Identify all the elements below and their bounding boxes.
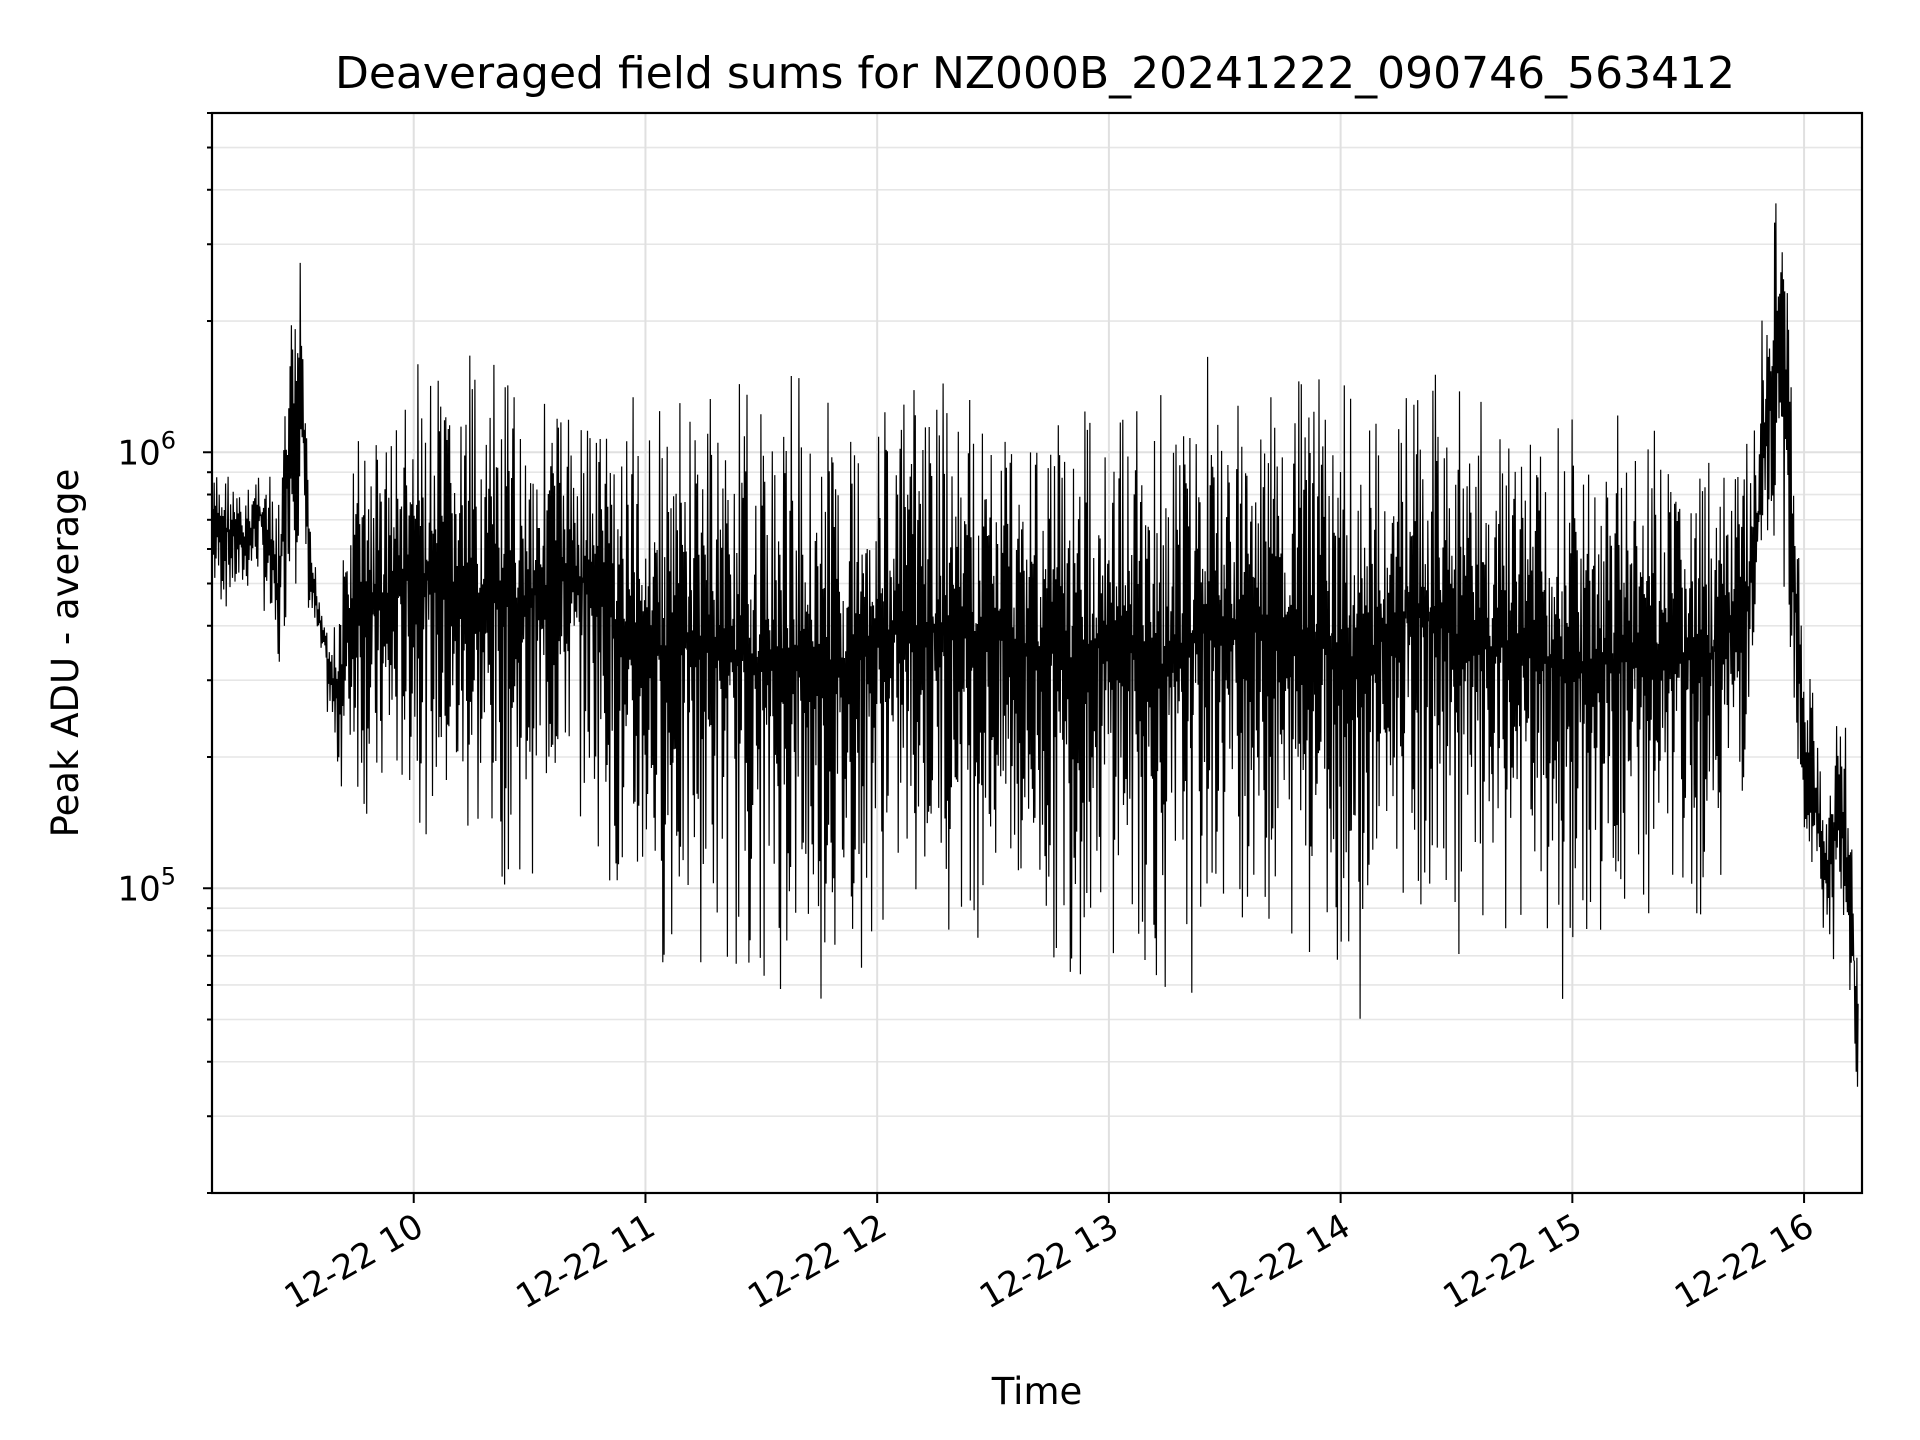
x-axis-label: Time [991, 1370, 1083, 1413]
y-tick-label: 105 [117, 862, 176, 909]
plot-frame [210, 111, 1864, 1195]
y-tick-exponent: 5 [161, 862, 176, 890]
series-layer [212, 203, 1859, 1087]
y-tick-label: 106 [117, 426, 176, 473]
y-tick-base: 10 [117, 869, 160, 909]
y-axis-label: Peak ADU - average [44, 469, 87, 838]
y-tick-exponent: 6 [161, 426, 176, 454]
series-line [212, 203, 1859, 1087]
y-tick-base: 10 [117, 433, 160, 473]
chart-title: Deaveraged field sums for NZ000B_2024122… [335, 48, 1735, 99]
